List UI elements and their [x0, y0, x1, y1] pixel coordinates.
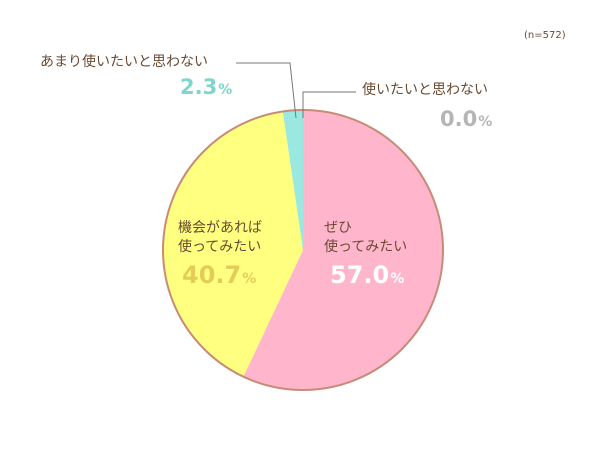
slice-value-rarely-want: 2.3% — [180, 75, 232, 102]
slice-label-want-if-chance-line2: 使ってみたい — [178, 239, 262, 255]
percent-sign: % — [478, 114, 493, 130]
slice-label-want-if-chance: 機会があれば 使ってみたい — [178, 219, 262, 257]
slice-label-definitely-want-line2: 使ってみたい — [324, 239, 408, 255]
slice-value-not-want-number: 0.0 — [440, 107, 478, 131]
slice-value-not-want: 0.0% — [440, 107, 492, 134]
slice-value-rarely-want-number: 2.3 — [180, 75, 218, 99]
slice-value-want-if-chance: 40.7% — [182, 263, 256, 291]
slice-label-not-want: 使いたいと思わない — [362, 82, 488, 98]
slice-value-definitely-want: 57.0% — [330, 263, 404, 291]
slice-value-definitely-want-number: 57.0 — [330, 261, 390, 289]
percent-sign: % — [218, 82, 233, 98]
slice-label-definitely-want: ぜひ 使ってみたい — [324, 219, 407, 257]
slice-label-definitely-want-line1: ぜひ — [324, 220, 352, 236]
percent-sign: % — [390, 271, 405, 287]
slice-want-if-chance — [163, 111, 303, 377]
sample-size-note: (n=572) — [524, 30, 566, 41]
slice-rarely-want — [282, 110, 303, 250]
slice-value-want-if-chance-number: 40.7 — [182, 261, 242, 289]
slice-label-rarely-want: あまり使いたいと思わない — [40, 54, 208, 70]
slice-label-want-if-chance-line1: 機会があれば — [178, 220, 262, 236]
leader-lines — [236, 62, 356, 119]
leader-line-rarely-want — [236, 62, 297, 119]
slice-definitely-want — [243, 110, 443, 390]
percent-sign: % — [242, 271, 257, 287]
leader-line-not-want — [302, 91, 356, 118]
